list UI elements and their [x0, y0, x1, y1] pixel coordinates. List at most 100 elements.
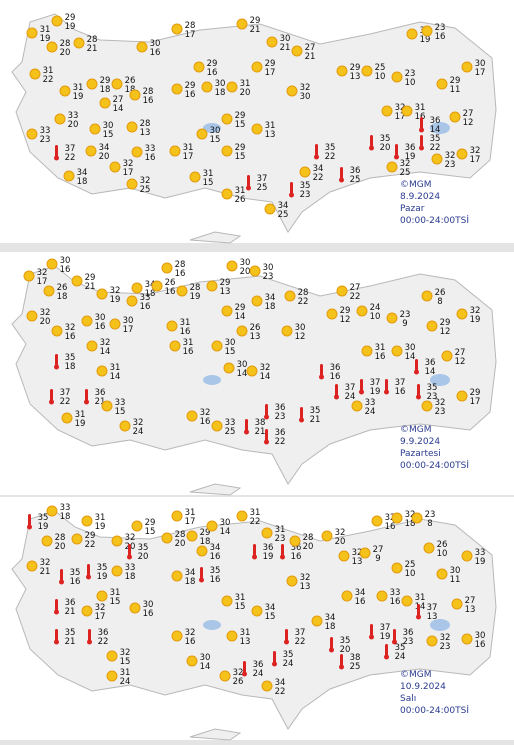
high-temp: 32: [100, 338, 111, 348]
low-temp: 10: [437, 549, 448, 559]
low-temp: 23: [440, 642, 451, 652]
high-temp: 26: [165, 278, 176, 288]
thermometer-icon: [370, 624, 373, 636]
high-temp: 31: [275, 525, 286, 535]
thermometer-icon: [385, 379, 388, 391]
high-temp: 29: [450, 76, 461, 86]
low-temp: 16: [65, 332, 76, 342]
thermometer-bulb: [246, 185, 251, 191]
low-temp: 16: [70, 577, 81, 587]
high-temp: 35: [310, 406, 321, 416]
sun-icon: [406, 28, 418, 40]
low-temp: 25: [257, 183, 268, 193]
low-temp: 22: [250, 517, 261, 527]
low-temp: 16: [291, 552, 302, 562]
high-temp: 35: [427, 383, 438, 393]
sun-icon: [81, 315, 93, 327]
high-temp: 31: [110, 588, 121, 598]
low-temp: 19: [190, 292, 201, 302]
low-temp: 26: [233, 677, 244, 687]
high-temp: 36: [403, 628, 414, 638]
high-temp: 32: [470, 146, 481, 156]
high-temp: 35: [70, 568, 81, 578]
high-temp: 31: [415, 593, 426, 603]
sun-icon: [236, 18, 248, 30]
sun-icon: [106, 670, 118, 682]
high-temp: 35: [430, 134, 441, 144]
low-temp: 20: [68, 120, 79, 130]
high-temp: 29: [340, 306, 351, 316]
high-temp: 36: [275, 403, 286, 413]
high-temp: 30: [200, 653, 211, 663]
low-temp: 23: [275, 412, 286, 422]
low-temp: 23: [435, 407, 446, 417]
sun-icon: [109, 318, 121, 330]
high-temp: 32: [440, 633, 451, 643]
low-temp: 18: [65, 362, 76, 372]
low-temp: 8: [427, 519, 432, 529]
sun-icon: [226, 630, 238, 642]
high-temp: 36: [291, 543, 302, 553]
high-temp: 23: [400, 310, 411, 320]
low-temp: 24: [365, 407, 376, 417]
low-temp: 18: [125, 85, 136, 95]
low-temp: 16: [207, 68, 218, 78]
low-temp: 22: [275, 687, 286, 697]
low-temp: 22: [325, 152, 336, 162]
high-temp: 34: [185, 568, 196, 578]
high-temp: 37: [427, 603, 438, 613]
low-temp: 18: [57, 292, 68, 302]
high-temp: 29: [207, 59, 218, 69]
sun-icon: [201, 81, 213, 93]
lake: [203, 123, 221, 133]
caption-time: 00:00-24:00TSİ: [400, 705, 469, 716]
low-temp: 15: [210, 135, 221, 145]
sun-icon: [111, 78, 123, 90]
high-temp: 32: [335, 528, 346, 538]
sun-icon: [249, 265, 261, 277]
high-temp: 35: [210, 566, 221, 576]
thermometer-icon: [55, 354, 58, 366]
low-temp: 14: [220, 527, 231, 537]
low-temp: 26: [235, 195, 246, 205]
thermometer-bulb: [329, 647, 334, 653]
caption-date: 8.9.2024: [400, 192, 440, 202]
high-temp: 30: [237, 360, 248, 370]
high-temp: 36: [330, 363, 341, 373]
high-temp: 30: [215, 79, 226, 89]
sun-icon: [456, 390, 468, 402]
low-temp: 20: [380, 143, 391, 153]
high-temp: 29: [235, 143, 246, 153]
high-temp: 35: [65, 353, 76, 363]
sun-icon: [26, 27, 38, 39]
low-temp: 15: [235, 152, 246, 162]
sun-icon: [336, 285, 348, 297]
thermometer-bulb: [284, 639, 289, 645]
high-temp: 30: [60, 256, 71, 266]
sun-icon: [46, 258, 58, 270]
low-temp: 14: [425, 367, 436, 377]
sun-icon: [266, 36, 278, 48]
thermometer-bulb: [319, 374, 324, 380]
low-temp: 21: [40, 567, 51, 577]
thermometer-bulb: [384, 654, 389, 660]
high-temp: 30: [263, 263, 274, 273]
high-temp: 32: [65, 323, 76, 333]
thermometer-icon: [300, 407, 303, 419]
low-temp: 13: [140, 128, 151, 138]
high-temp: 28: [175, 530, 186, 540]
sun-icon: [286, 85, 298, 97]
high-temp: 23: [435, 23, 446, 33]
sun-icon: [59, 85, 71, 97]
low-temp: 8: [437, 297, 442, 307]
low-temp: 16: [475, 640, 486, 650]
low-temp: 22: [98, 637, 109, 647]
low-temp: 21: [250, 25, 261, 35]
low-temp: 17: [470, 155, 481, 165]
thermometer-icon: [243, 661, 246, 673]
high-temp: 33: [390, 588, 401, 598]
high-temp: 26: [437, 540, 448, 550]
low-temp: 21: [255, 427, 266, 437]
low-temp: 14: [100, 347, 111, 357]
sun-icon: [171, 630, 183, 642]
